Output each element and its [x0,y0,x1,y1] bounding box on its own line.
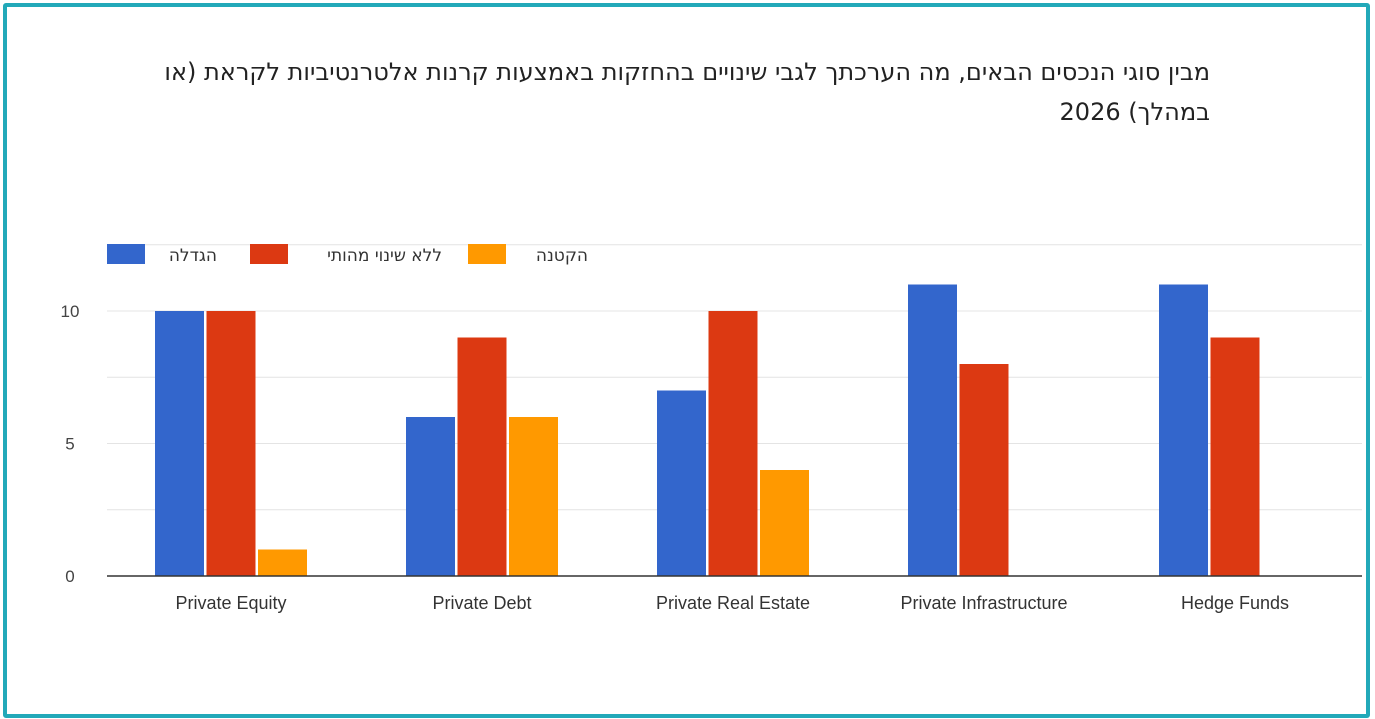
x-tick-label: Private Equity [175,593,286,613]
bar-2-1 [708,311,758,576]
x-tick-label: Private Debt [432,593,531,613]
y-tick-label: 5 [65,435,74,454]
y-tick-label: 10 [61,302,80,321]
chart-title: מבין סוגי הנכסים הבאים, מה הערכתך לגבי ש… [55,52,1210,132]
bar-2-2 [760,470,809,576]
legend-label: הקטנה [536,246,588,266]
bar-3-1 [959,364,1009,576]
bar-0-2 [258,549,307,576]
legend-swatch [250,244,288,264]
bar-1-1 [457,337,507,576]
bar-0-1 [206,311,256,576]
legend-label: הגדלה [169,246,217,266]
bar-3-0 [908,284,957,576]
bar-1-2 [509,417,558,576]
bar-4-0 [1159,284,1208,576]
chart-title-line-1: מבין סוגי הנכסים הבאים, מה הערכתך לגבי ש… [164,58,1210,86]
bar-1-0 [406,417,455,576]
legend-label: ללא שינוי מהותי [327,246,442,266]
x-tick-label: Private Real Estate [656,593,810,613]
x-tick-label: Hedge Funds [1181,593,1289,613]
legend-swatch [468,244,506,264]
x-tick-label: Private Infrastructure [900,593,1067,613]
y-tick-label: 0 [65,567,74,586]
bar-2-0 [657,390,706,576]
bar-0-0 [155,311,204,576]
chart-frame [3,3,1370,718]
legend-swatch [107,244,145,264]
chart-title-line-2: במהלך) 2026 [1059,98,1210,126]
bar-4-1 [1210,337,1260,576]
